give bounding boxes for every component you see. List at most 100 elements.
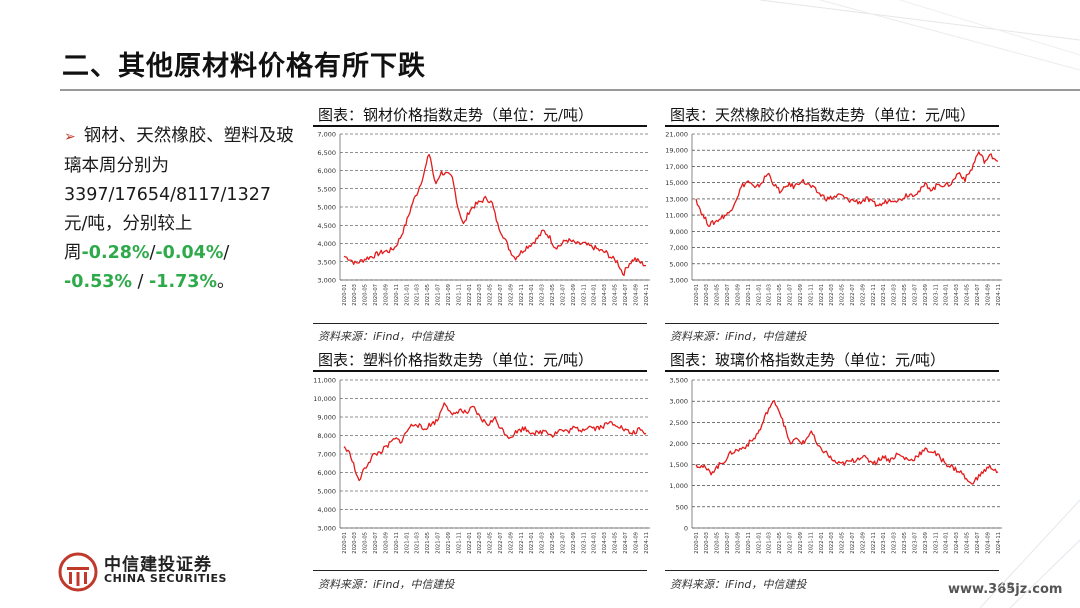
arrow-bullet-icon: ➢ xyxy=(64,129,76,145)
x-tick-label: 2020-09 xyxy=(383,284,389,306)
x-tick-label: 2023-03 xyxy=(540,532,546,554)
x-tick-label: 2022-11 xyxy=(871,284,877,306)
brand-name-en: CHINA SECURITIES xyxy=(104,572,227,585)
x-tick-label: 2023-03 xyxy=(540,284,546,306)
x-tick-label: 2024-09 xyxy=(633,532,639,554)
x-tick-label: 2024-07 xyxy=(623,284,629,306)
y-tick-label: 1,500 xyxy=(669,461,688,469)
x-tick-label: 2022-05 xyxy=(840,532,846,554)
change-rubber: -0.04% xyxy=(155,243,224,263)
x-tick-label: 2021-11 xyxy=(808,532,814,554)
x-tick-label: 2024-05 xyxy=(965,532,971,554)
brand-name-cn: 中信建投证券 xyxy=(104,555,212,575)
separator: / xyxy=(223,243,230,263)
y-tick-label: 8,000 xyxy=(317,432,336,440)
x-tick-label: 2021-11 xyxy=(808,284,814,306)
x-tick-label: 2024-01 xyxy=(944,284,950,306)
y-tick-label: 7,000 xyxy=(317,451,336,459)
x-tick-label: 2020-07 xyxy=(373,284,379,306)
panel-rule xyxy=(665,125,999,127)
y-tick-label: 6,500 xyxy=(317,149,336,157)
x-tick-label: 2020-09 xyxy=(735,532,741,554)
change-glass: -1.73% xyxy=(149,272,217,292)
x-tick-label: 2024-09 xyxy=(985,284,991,306)
x-tick-label: 2024-07 xyxy=(623,532,629,554)
x-tick-label: 2020-01 xyxy=(342,532,348,554)
bullet-end: 。 xyxy=(217,272,235,292)
x-tick-label: 2023-05 xyxy=(550,532,556,554)
chart-steel: 3,000 3,500 4,000 4,500 5,000 5,500 6,000 6,500… xyxy=(317,131,650,306)
change-plastic: -0.53% xyxy=(64,272,132,292)
y-tick-label: 3,000 xyxy=(317,525,336,533)
chart-title-glass: 图表：玻璃价格指数走势（单位：元/吨） xyxy=(670,351,946,369)
x-tick-label: 2023-11 xyxy=(581,284,587,306)
series-line xyxy=(695,151,999,227)
series-line xyxy=(343,402,647,482)
x-tick-label: 2020-01 xyxy=(694,532,700,554)
x-tick-label: 2020-07 xyxy=(373,532,379,554)
x-tick-label: 2023-07 xyxy=(912,532,918,554)
y-tick-label: 3,000 xyxy=(669,277,688,285)
panel-rule xyxy=(313,125,647,127)
chart-rubber: 3,000 5,000 7,000 9,000 11,000 13,000 15,000 17… xyxy=(665,131,1002,306)
x-tick-label: 2024-03 xyxy=(954,284,960,306)
x-tick-label: 2023-07 xyxy=(560,532,566,554)
x-tick-label: 2020-05 xyxy=(363,284,369,306)
y-tick-label: 17,000 xyxy=(665,163,688,171)
x-tick-label: 2020-05 xyxy=(715,532,721,554)
x-tick-label: 2023-05 xyxy=(902,532,908,554)
x-tick-label: 2021-03 xyxy=(767,284,773,306)
x-tick-label: 2021-03 xyxy=(415,532,421,554)
x-tick-label: 2024-03 xyxy=(954,532,960,554)
x-tick-label: 2022-07 xyxy=(850,532,856,554)
x-tick-label: 2022-05 xyxy=(488,284,494,306)
x-tick-label: 2021-07 xyxy=(436,284,442,306)
series-line xyxy=(695,399,999,485)
x-tick-label: 2024-01 xyxy=(592,284,598,306)
y-tick-label: 7,000 xyxy=(669,244,688,252)
y-tick-label: 10,000 xyxy=(313,395,336,403)
x-tick-label: 2021-09 xyxy=(798,284,804,306)
x-tick-label: 2020-05 xyxy=(715,284,721,306)
y-tick-label: 9,000 xyxy=(669,228,688,236)
chart-plastic: 3,000 4,000 5,000 6,000 7,000 8,000 9,000 10,00… xyxy=(313,377,650,554)
x-tick-label: 2021-01 xyxy=(404,532,410,554)
x-tick-label: 2022-05 xyxy=(488,532,494,554)
x-tick-label: 2023-01 xyxy=(881,284,887,306)
x-tick-label: 2022-05 xyxy=(840,284,846,306)
x-tick-label: 2024-05 xyxy=(965,284,971,306)
series-line xyxy=(343,153,647,277)
x-tick-label: 2020-11 xyxy=(394,532,400,554)
panel-bottom-rule xyxy=(665,323,999,324)
y-tick-label: 1,000 xyxy=(669,482,688,490)
x-tick-label: 2021-05 xyxy=(777,532,783,554)
x-tick-label: 2022-09 xyxy=(508,284,514,306)
y-tick-label: 2,000 xyxy=(669,440,688,448)
x-tick-label: 2023-03 xyxy=(892,284,898,306)
y-tick-label: 2,500 xyxy=(669,419,688,427)
x-tick-label: 2023-07 xyxy=(560,284,566,306)
y-tick-label: 6,000 xyxy=(317,167,336,175)
x-tick-label: 2023-05 xyxy=(550,284,556,306)
x-tick-label: 2023-11 xyxy=(581,532,587,554)
title-divider xyxy=(60,89,1080,91)
x-tick-label: 2020-07 xyxy=(725,284,731,306)
x-tick-label: 2020-03 xyxy=(704,284,710,306)
panel-bottom-rule xyxy=(313,570,647,571)
x-tick-label: 2020-01 xyxy=(694,284,700,306)
x-tick-label: 2023-09 xyxy=(923,284,929,306)
x-tick-label: 2024-03 xyxy=(602,284,608,306)
x-tick-label: 2024-03 xyxy=(602,532,608,554)
y-tick-label: 4,500 xyxy=(317,222,336,230)
chart-title-plastic: 图表：塑料价格指数走势（单位：元/吨） xyxy=(318,351,594,369)
x-tick-label: 2022-03 xyxy=(477,284,483,306)
x-tick-label: 2023-09 xyxy=(571,284,577,306)
x-tick-label: 2024-11 xyxy=(996,532,1002,554)
x-tick-label: 2020-07 xyxy=(725,532,731,554)
bullet-summary: ➢ 钢材、天然橡胶、塑料及玻璃本周分别为3397/17654/8117/1327元… xyxy=(64,122,294,297)
x-tick-label: 2023-01 xyxy=(881,532,887,554)
x-tick-label: 2022-11 xyxy=(519,284,525,306)
x-tick-label: 2021-11 xyxy=(456,532,462,554)
x-tick-label: 2024-01 xyxy=(592,532,598,554)
x-tick-label: 2020-11 xyxy=(746,532,752,554)
